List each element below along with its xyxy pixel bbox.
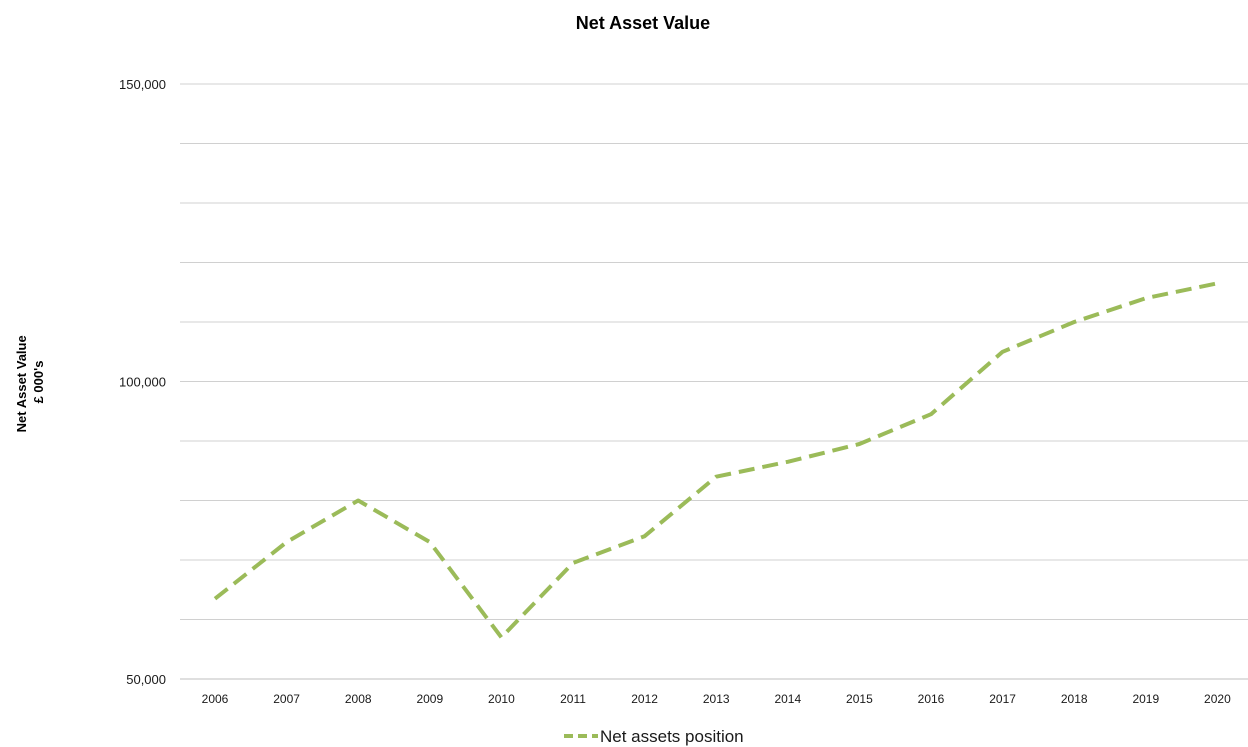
data-point-2017 [1001, 350, 1005, 354]
x-tick-label-2014: 2014 [774, 692, 801, 706]
y-axis-ticks: 50,000 100,000 150,000 [119, 77, 166, 687]
data-point-2019 [1144, 296, 1148, 300]
data-point-2010 [499, 635, 503, 639]
data-point-2015 [857, 442, 861, 446]
legend: Net assets position [564, 727, 744, 746]
x-tick-label-2018: 2018 [1061, 692, 1088, 706]
y-axis-label-line-2: £ 000's [31, 361, 46, 404]
x-tick-label-2015: 2015 [846, 692, 873, 706]
y-tick-label-150000: 150,000 [119, 77, 166, 92]
series-group [213, 281, 1219, 640]
data-point-2008 [356, 499, 360, 503]
legend-label: Net assets position [600, 727, 744, 746]
data-point-2007 [285, 540, 289, 544]
x-tick-label-2009: 2009 [416, 692, 443, 706]
data-point-2020 [1215, 281, 1219, 285]
x-tick-label-2020: 2020 [1204, 692, 1231, 706]
x-tick-label-2012: 2012 [631, 692, 658, 706]
x-axis-ticks: 2006 2007 2008 2009 2010 2011 2012 2013 2014 2015… [202, 692, 1231, 706]
x-tick-label-2016: 2016 [918, 692, 945, 706]
y-tick-label-50000: 50,000 [126, 672, 166, 687]
series-line-0 [213, 281, 1218, 640]
y-axis-label-line-1: Net Asset Value [14, 335, 29, 432]
chart-title: Net Asset Value [576, 13, 710, 33]
x-tick-label-2013: 2013 [703, 692, 730, 706]
x-tick-label-2011: 2011 [560, 692, 586, 706]
x-tick-label-2017: 2017 [989, 692, 1016, 706]
y-axis-label: Net Asset Value £ 000's [14, 332, 46, 433]
data-point-2011 [571, 561, 575, 565]
data-point-2013 [714, 475, 718, 479]
data-point-2018 [1072, 320, 1076, 324]
data-point-2016 [929, 412, 933, 416]
x-tick-label-2010: 2010 [488, 692, 515, 706]
y-tick-label-100000: 100,000 [119, 375, 166, 390]
x-tick-label-2007: 2007 [273, 692, 300, 706]
data-point-2006 [213, 597, 217, 601]
x-tick-label-2008: 2008 [345, 692, 372, 706]
data-point-2012 [643, 534, 647, 538]
gridlines [180, 83, 1248, 680]
data-point-2009 [428, 540, 432, 544]
data-point-2014 [786, 460, 790, 464]
x-tick-label-2019: 2019 [1132, 692, 1159, 706]
x-tick-label-2006: 2006 [202, 692, 229, 706]
